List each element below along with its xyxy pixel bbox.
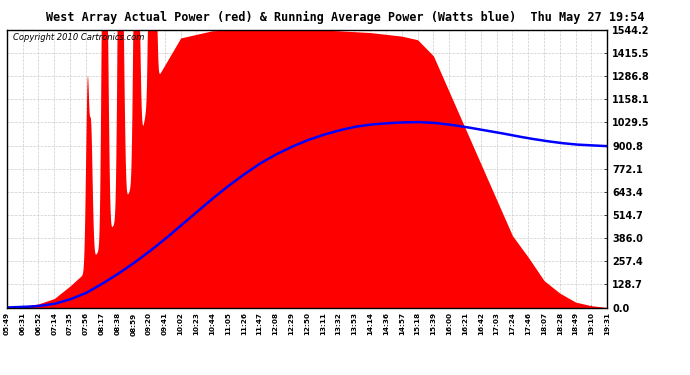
Text: Copyright 2010 Cartronics.com: Copyright 2010 Cartronics.com bbox=[13, 33, 144, 42]
Text: West Array Actual Power (red) & Running Average Power (Watts blue)  Thu May 27 1: West Array Actual Power (red) & Running … bbox=[46, 11, 644, 24]
